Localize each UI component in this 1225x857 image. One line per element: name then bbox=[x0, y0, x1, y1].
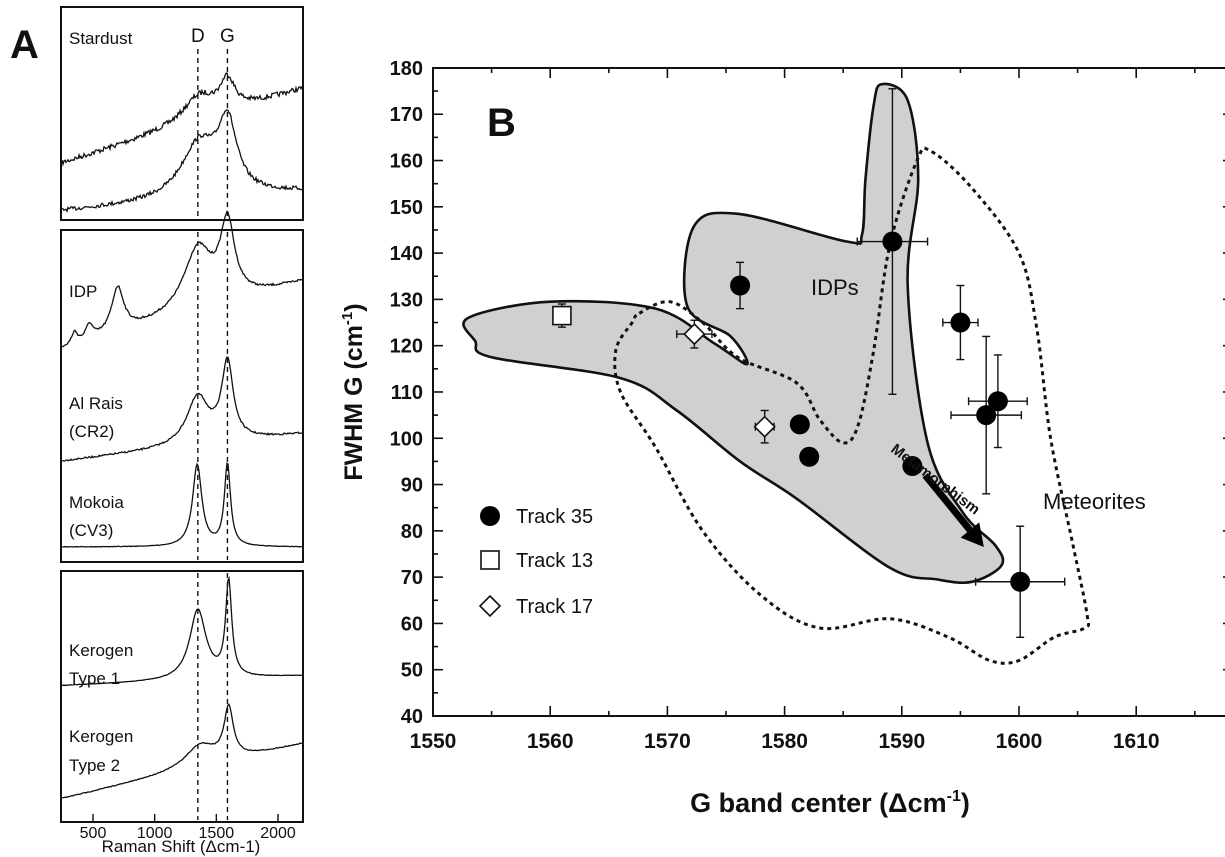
track-35-point bbox=[987, 391, 1008, 412]
track-35-point bbox=[789, 414, 810, 435]
panel-a-spectra bbox=[61, 72, 303, 799]
spectrum-label: Type 1 bbox=[69, 669, 120, 688]
x-tick-label: 1610 bbox=[1113, 730, 1160, 753]
track-35-point bbox=[902, 456, 923, 477]
panel-a-label: A bbox=[10, 23, 39, 67]
y-tick-label: 40 bbox=[401, 706, 423, 728]
spectrum-label: Mokoia bbox=[69, 493, 124, 512]
x-tick-label: 1570 bbox=[644, 730, 691, 753]
panel-b-legend: Track 35 Track 13 Track 17 bbox=[478, 506, 593, 618]
track-35-point bbox=[730, 275, 751, 296]
panel-a-dashed-lines bbox=[197, 49, 229, 820]
y-tick-label: 100 bbox=[390, 428, 423, 450]
y-tick-label: 70 bbox=[401, 567, 423, 589]
spectrum-label: Kerogen bbox=[69, 641, 133, 660]
spectra-frame-2 bbox=[60, 229, 304, 563]
panel-a-x-axis-label: Raman Shift (Δcm-1) bbox=[102, 837, 261, 856]
y-tick-label: 180 bbox=[390, 58, 423, 80]
arrow-head bbox=[960, 522, 984, 548]
panel-b-x-axis-label: G band center (Δcm-1) bbox=[690, 788, 970, 818]
y-tick-label: 130 bbox=[390, 289, 423, 311]
y-tick-label: 60 bbox=[401, 613, 423, 635]
y-tick-label: 140 bbox=[390, 243, 423, 265]
panel-a-x-tick-label: 2000 bbox=[260, 825, 296, 842]
y-tick-label: 80 bbox=[401, 521, 423, 543]
legend-track-17-marker bbox=[478, 594, 502, 618]
legend-label: Track 13 bbox=[516, 550, 593, 572]
spectrum-idp bbox=[61, 210, 303, 348]
panel-a-frames bbox=[60, 6, 304, 823]
legend-track-35-marker bbox=[480, 506, 500, 526]
spectrum-kerogen-2 bbox=[61, 703, 303, 799]
g-band-label: G bbox=[220, 26, 235, 47]
panel-b-regions bbox=[462, 82, 1091, 665]
spectrum-label: Type 2 bbox=[69, 756, 120, 775]
spectrum-mokoia bbox=[61, 462, 303, 548]
spectrum-label: (CR2) bbox=[69, 422, 114, 441]
panel-a-x-tick-label: 500 bbox=[80, 825, 107, 842]
track-13-point bbox=[552, 305, 572, 326]
track-35-point bbox=[1010, 571, 1031, 592]
track-35-point bbox=[882, 231, 903, 252]
track-35-point bbox=[976, 405, 997, 426]
track-35-point bbox=[950, 312, 971, 333]
y-tick-label: 150 bbox=[390, 197, 423, 219]
panel-a-x-tick-label: 1000 bbox=[137, 825, 173, 842]
spectrum-label: (CV3) bbox=[69, 521, 113, 540]
spectrum-stardust-2 bbox=[61, 108, 303, 213]
region-meteorites bbox=[613, 146, 1091, 665]
x-tick-label: 1580 bbox=[761, 730, 808, 753]
meteorites-region-label: Meteorites bbox=[1043, 489, 1146, 514]
panel-b: 40 50 60 70 80 90 100 110 120 130 140 150 160 170 180 1… bbox=[339, 58, 1225, 818]
spectrum-al-rais bbox=[61, 356, 303, 462]
y-tick-label: 160 bbox=[390, 151, 423, 173]
x-tick-label: 1550 bbox=[410, 730, 457, 753]
legend-track-13-marker bbox=[480, 550, 500, 570]
d-band-label: D bbox=[191, 26, 205, 47]
arrow-shaft bbox=[922, 473, 973, 533]
panel-b-data-points bbox=[552, 231, 1031, 592]
track-35-point bbox=[799, 446, 820, 467]
y-tick-label: 110 bbox=[391, 382, 423, 404]
panel-b-ticks: 40 50 60 70 80 90 100 110 120 130 140 150 160 170 180 1… bbox=[390, 58, 1225, 753]
region-idps bbox=[462, 82, 1005, 585]
spectra-frame-3 bbox=[60, 570, 304, 823]
y-tick-label: 120 bbox=[390, 336, 423, 358]
spectra-frame-1 bbox=[60, 6, 304, 221]
x-tick-label: 1600 bbox=[996, 730, 1043, 753]
track-17-point bbox=[753, 415, 776, 438]
spectrum-label: IDP bbox=[69, 282, 97, 301]
idps-region-label: IDPs bbox=[811, 275, 859, 300]
spectrum-stardust-1 bbox=[61, 72, 303, 167]
y-tick-label: 90 bbox=[401, 475, 423, 497]
x-tick-label: 1560 bbox=[527, 730, 574, 753]
y-tick-label: 170 bbox=[390, 104, 423, 126]
spectrum-label: Kerogen bbox=[69, 727, 133, 746]
panel-a-x-tick-label: 1500 bbox=[199, 825, 235, 842]
panel-a-x-ticks: 500 1000 1500 2000 bbox=[80, 814, 296, 842]
spectrum-label: Stardust bbox=[69, 29, 133, 48]
legend-label: Track 17 bbox=[516, 596, 593, 618]
spectrum-label: Al Rais bbox=[69, 394, 123, 413]
track-17-point bbox=[683, 322, 706, 346]
panel-a-spectrum-labels: Stardust IDP Al Rais (CR2) Mokoia (CV3) Keroge… bbox=[69, 29, 133, 775]
y-tick-label: 50 bbox=[401, 660, 423, 682]
panel-a: A Stardust IDP Al Rais (CR2) Mokoia (CV3) Kero… bbox=[10, 6, 304, 856]
metamorphism-arrow bbox=[922, 473, 984, 548]
legend-label: Track 35 bbox=[516, 506, 593, 528]
panel-b-y-axis-label: FWHM G (cm-1) bbox=[339, 303, 368, 480]
panel-b-label: B bbox=[487, 101, 516, 145]
spectrum-kerogen-1 bbox=[61, 576, 302, 687]
x-tick-label: 1590 bbox=[878, 730, 925, 753]
